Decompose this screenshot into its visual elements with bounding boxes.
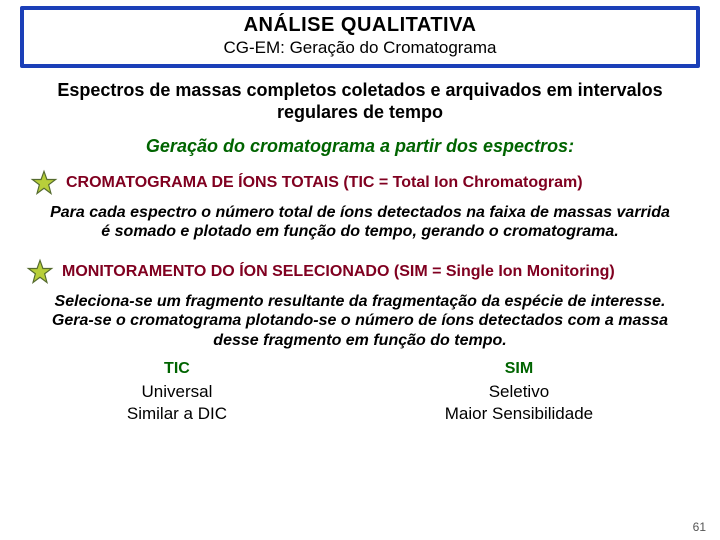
title-sub: CG-EM: Geração do Cromatograma [32, 38, 688, 58]
title-box: ANÁLISE QUALITATIVA CG-EM: Geração do Cr… [20, 6, 700, 68]
bullet-row-1: MONITORAMENTO DO ÍON SELECIONADO (SIM = … [26, 258, 702, 286]
col-header-0: TIC [127, 360, 227, 378]
bullet-title-1: MONITORAMENTO DO ÍON SELECIONADO (SIM = … [62, 263, 615, 281]
column-sim: SIM Seletivo Maior Sensibilidade [445, 360, 593, 426]
bullet-desc-1: Seleciona-se um fragmento resultante da … [48, 292, 672, 351]
column-tic: TIC Universal Similar a DIC [127, 360, 227, 426]
bullet-title-0: CROMATOGRAMA DE ÍONS TOTAIS (TIC = Total… [66, 174, 583, 192]
page-number: 61 [693, 520, 706, 534]
bullet-row-0: CROMATOGRAMA DE ÍONS TOTAIS (TIC = Total… [30, 169, 702, 197]
col-header-1: SIM [445, 360, 593, 378]
bullet-desc-0: Para cada espectro o número total de íon… [48, 203, 672, 242]
comparison-columns: TIC Universal Similar a DIC SIM Seletivo… [18, 360, 702, 426]
col-item: Maior Sensibilidade [445, 404, 593, 424]
col-item: Universal [127, 382, 227, 402]
star-icon [26, 258, 54, 286]
col-item: Seletivo [445, 382, 593, 402]
star-icon [30, 169, 58, 197]
col-item: Similar a DIC [127, 404, 227, 424]
slide: ANÁLISE QUALITATIVA CG-EM: Geração do Cr… [0, 0, 720, 540]
section-header: Geração do cromatograma a partir dos esp… [18, 136, 702, 157]
title-main: ANÁLISE QUALITATIVA [32, 14, 688, 37]
intro-text: Espectros de massas completos coletados … [38, 80, 682, 124]
